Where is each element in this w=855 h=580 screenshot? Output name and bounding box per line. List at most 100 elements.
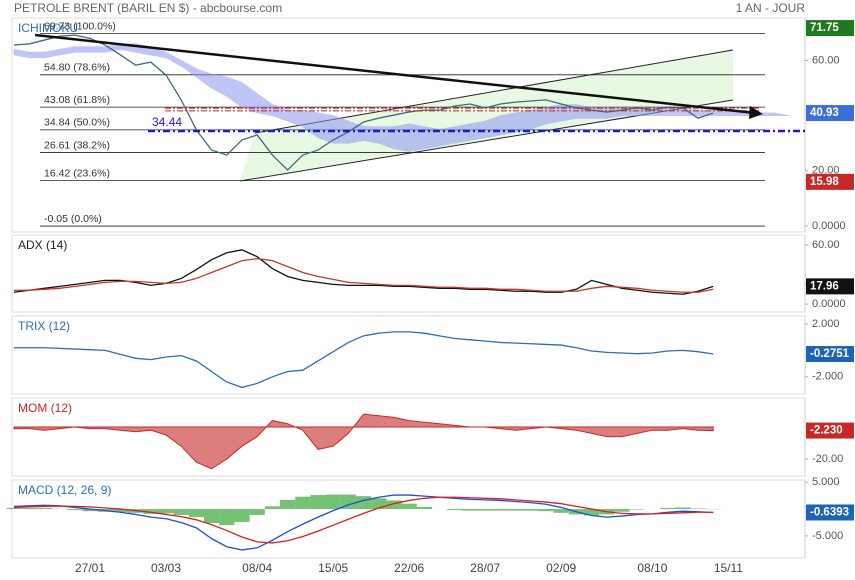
histogram-bar <box>219 509 235 526</box>
histogram-bar <box>371 498 387 510</box>
histogram-bar <box>508 509 524 511</box>
histogram-bar <box>629 509 645 510</box>
series-line <box>14 331 714 389</box>
fib-label: 34.84 (50.0%) <box>44 117 110 129</box>
fib-label: 43.08 (61.8%) <box>44 94 110 106</box>
histogram-bar <box>6 507 22 510</box>
support-label: 34.44 <box>152 115 182 129</box>
x-tick-label: 15/05 <box>318 561 348 575</box>
panel-frame <box>11 315 806 395</box>
last-value-box <box>806 346 854 363</box>
panel-frame <box>11 479 806 559</box>
histogram-bar <box>249 509 265 515</box>
histogram-bar <box>143 509 159 514</box>
fib-label: 69.73 (100.0%) <box>44 20 116 32</box>
histogram-bar <box>553 509 569 513</box>
panel-frame <box>11 397 806 477</box>
y-tick-label: -5.000 <box>812 530 843 542</box>
fib-label: 16.42 (23.6%) <box>44 167 110 179</box>
last-value-label: 17.96 <box>810 280 839 292</box>
last-value-label: 71.75 <box>810 22 839 34</box>
histogram-bar <box>234 509 250 522</box>
page-title: PETROLE BRENT (BARIL EN $) - abcbourse.c… <box>14 1 282 15</box>
period: 1 AN - JOUR <box>736 1 806 15</box>
y-tick-label: 60.00 <box>812 54 840 66</box>
x-tick-label: 15/11 <box>714 561 743 575</box>
histogram-bar <box>401 503 417 510</box>
histogram-bar <box>675 507 691 510</box>
y-tick-label: -2.000 <box>812 371 843 383</box>
histogram-bar <box>492 509 508 511</box>
histogram-bar <box>36 507 52 510</box>
y-tick-label: 60.00 <box>812 239 840 251</box>
ichimoku-cloud <box>13 43 790 152</box>
histogram-bar <box>614 509 630 512</box>
histogram-bar <box>310 495 326 510</box>
histogram-bar <box>204 509 220 524</box>
momentum-area <box>13 413 714 470</box>
histogram-bar <box>21 507 37 510</box>
plots: 69.73 (100.0%) 54.80 (78.6%) 43.08 (61.8%)… <box>6 17 854 575</box>
series-line <box>14 258 714 293</box>
x-tick-label: 27/01 <box>75 561 105 575</box>
panel-title: MOM (12) <box>18 401 72 415</box>
series-line <box>13 34 714 171</box>
x-tick-label: 08/10 <box>637 561 667 575</box>
panel-title: TRIX (12) <box>18 319 70 333</box>
histogram-bar <box>295 496 311 510</box>
histogram-bar <box>477 509 493 511</box>
series-line <box>13 249 714 295</box>
y-tick-label: 5.000 <box>812 476 840 488</box>
histogram-bar <box>416 506 432 510</box>
x-tick-label: 22/06 <box>394 561 424 575</box>
y-tick-label: 20.00 <box>812 165 840 177</box>
y-tick-label: -20.00 <box>812 453 843 465</box>
histogram-bar <box>173 509 189 515</box>
last-value-label: -2.230 <box>810 425 843 437</box>
fib-label: -0.05 (0.0%) <box>44 213 102 225</box>
last-value-box <box>806 173 854 190</box>
x-tick-label: 02/09 <box>546 561 576 575</box>
histogram-bar <box>523 509 539 511</box>
histogram-bar <box>188 509 204 518</box>
histogram-bar <box>538 509 554 512</box>
histogram-bar <box>690 508 706 510</box>
panel-title: ADX (14) <box>18 238 67 252</box>
histogram-bar <box>264 506 280 510</box>
histogram-bar <box>660 507 676 510</box>
x-tick-label: 28/07 <box>470 561 500 575</box>
y-tick-label: 0.0000 <box>812 220 846 232</box>
series-line <box>13 496 714 544</box>
last-value-box <box>806 504 854 521</box>
histogram-bar <box>462 509 478 511</box>
last-value-box <box>806 20 854 37</box>
histogram-bar <box>158 509 174 514</box>
histogram-bar <box>67 509 83 511</box>
y-tick-label: 2.000 <box>812 318 840 330</box>
x-tick-label: 03/03 <box>151 561 181 575</box>
last-value-label: 15.98 <box>810 176 839 188</box>
fib-label: 26.61 (38.2%) <box>44 139 110 151</box>
channel-fill <box>240 50 733 181</box>
last-value-box <box>806 278 854 295</box>
panel-title: MACD (12, 26, 9) <box>18 483 111 497</box>
y-tick-label: 0.0000 <box>812 298 846 310</box>
x-tick-label: 08/04 <box>242 561 272 575</box>
histogram-bar <box>280 499 296 510</box>
last-value-label: 40.93 <box>810 107 839 119</box>
histogram-bar <box>340 494 356 510</box>
last-value-label: -0.6393 <box>810 507 849 519</box>
trend-arrow <box>749 106 763 119</box>
histogram-bar <box>82 509 98 512</box>
last-value-label: -0.2751 <box>810 348 850 360</box>
histogram-bar <box>325 494 341 510</box>
panel-frame <box>11 234 806 313</box>
trend-line <box>34 33 756 115</box>
histogram-bar <box>447 509 463 511</box>
last-value-box <box>806 105 854 122</box>
fib-label: 54.80 (78.6%) <box>44 62 110 74</box>
histogram-bar <box>386 500 402 510</box>
last-value-box <box>806 422 854 439</box>
panel-title: ICHIMOKU <box>18 21 78 35</box>
